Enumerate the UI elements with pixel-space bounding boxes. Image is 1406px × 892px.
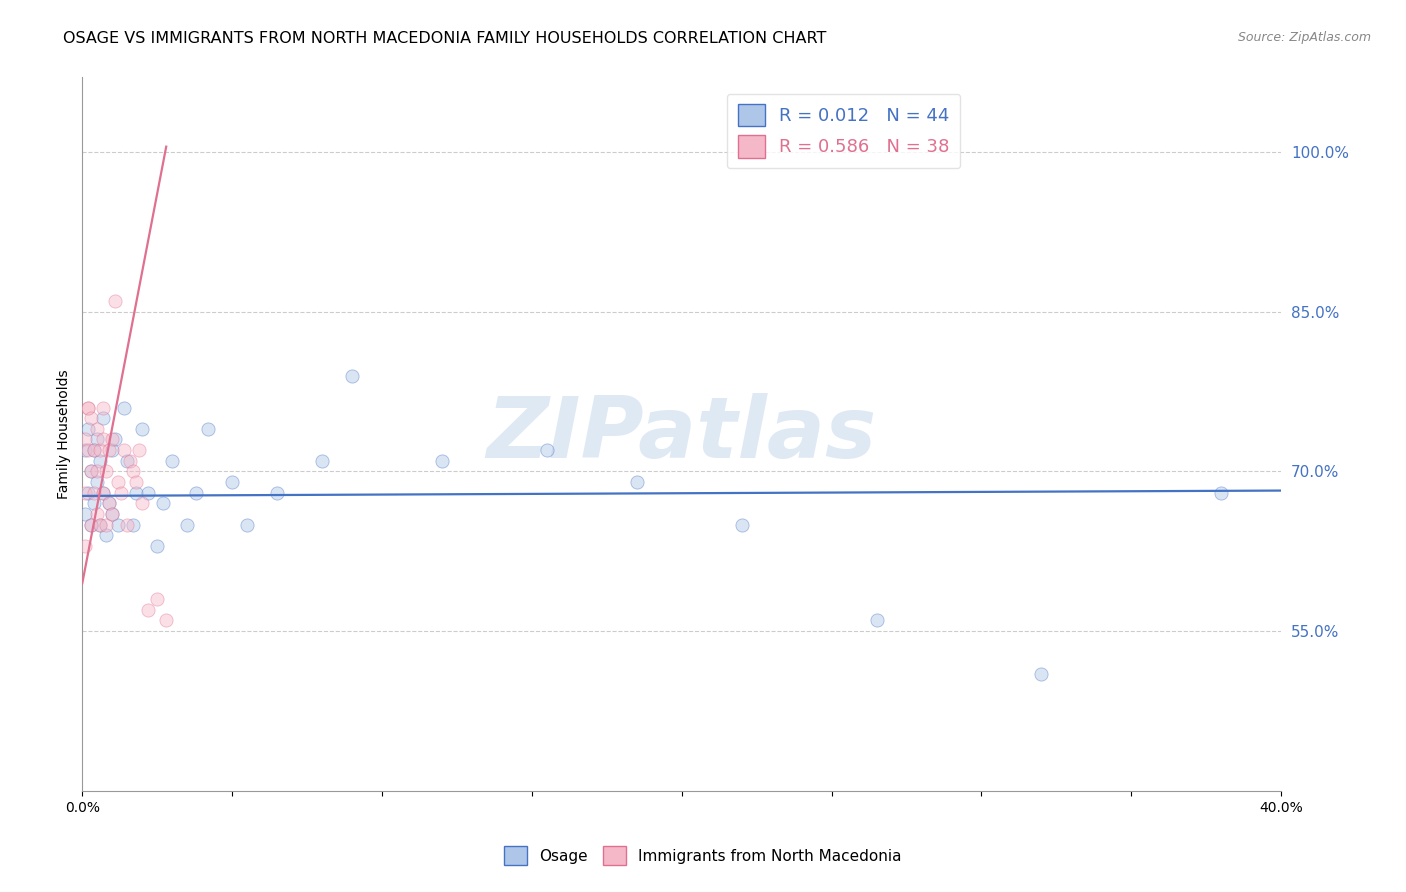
Point: [125, 475, 148, 489]
Point: [77, 485, 100, 500]
Point: [91, 433, 114, 447]
Point: [77, 443, 100, 458]
Point: [626, 475, 648, 489]
Point: [89, 517, 111, 532]
Point: [117, 517, 139, 532]
Point: [80, 411, 103, 425]
Point: [80, 464, 103, 478]
Point: [89, 517, 111, 532]
Text: Source: ZipAtlas.com: Source: ZipAtlas.com: [1237, 31, 1371, 45]
Point: [86, 422, 108, 436]
Point: [112, 443, 135, 458]
Point: [98, 496, 121, 510]
Point: [176, 517, 198, 532]
Point: [75, 433, 97, 447]
Point: [110, 485, 132, 500]
Point: [98, 443, 121, 458]
Point: [122, 464, 145, 478]
Point: [112, 401, 135, 415]
Point: [80, 517, 103, 532]
Point: [122, 517, 145, 532]
Point: [865, 614, 887, 628]
Point: [101, 507, 124, 521]
Point: [430, 454, 453, 468]
Point: [236, 517, 259, 532]
Point: [86, 433, 108, 447]
Point: [86, 475, 108, 489]
Text: OSAGE VS IMMIGRANTS FROM NORTH MACEDONIA FAMILY HOUSEHOLDS CORRELATION CHART: OSAGE VS IMMIGRANTS FROM NORTH MACEDONIA…: [63, 31, 827, 46]
Point: [155, 614, 177, 628]
Point: [83, 496, 105, 510]
Point: [536, 443, 558, 458]
Point: [96, 517, 118, 532]
Point: [117, 454, 139, 468]
Point: [86, 464, 108, 478]
Point: [152, 496, 174, 510]
Point: [83, 485, 105, 500]
Point: [75, 507, 97, 521]
Point: [160, 454, 183, 468]
Point: [1211, 485, 1233, 500]
Point: [104, 293, 127, 308]
Point: [101, 443, 124, 458]
Point: [125, 485, 148, 500]
Point: [730, 517, 752, 532]
Point: [77, 401, 100, 415]
Point: [136, 603, 159, 617]
Point: [96, 528, 118, 542]
Point: [131, 422, 153, 436]
Point: [89, 454, 111, 468]
Point: [91, 401, 114, 415]
Point: [186, 485, 208, 500]
Point: [89, 443, 111, 458]
Point: [104, 433, 127, 447]
Point: [83, 443, 105, 458]
Point: [1031, 666, 1053, 681]
Text: ZIPatlas: ZIPatlas: [486, 392, 877, 475]
Point: [311, 454, 333, 468]
Point: [101, 433, 124, 447]
Point: [75, 485, 97, 500]
Y-axis label: Family Households: Family Households: [58, 369, 72, 499]
Point: [120, 454, 142, 468]
Point: [96, 464, 118, 478]
Point: [86, 507, 108, 521]
Point: [98, 496, 121, 510]
Point: [107, 475, 129, 489]
Point: [101, 507, 124, 521]
Point: [197, 422, 219, 436]
Point: [75, 539, 97, 553]
Point: [146, 539, 169, 553]
Point: [136, 485, 159, 500]
Point: [77, 422, 100, 436]
Point: [221, 475, 243, 489]
Point: [266, 485, 288, 500]
Point: [128, 443, 150, 458]
Point: [80, 464, 103, 478]
Point: [91, 411, 114, 425]
Point: [77, 401, 100, 415]
Legend: R = 0.012   N = 44, R = 0.586   N = 38: R = 0.012 N = 44, R = 0.586 N = 38: [727, 94, 960, 169]
Point: [131, 496, 153, 510]
Point: [80, 517, 103, 532]
Legend: Osage, Immigrants from North Macedonia: Osage, Immigrants from North Macedonia: [498, 840, 908, 871]
Point: [83, 443, 105, 458]
Point: [91, 485, 114, 500]
Point: [146, 592, 169, 607]
Point: [75, 443, 97, 458]
Point: [107, 517, 129, 532]
Point: [340, 368, 363, 383]
Point: [91, 485, 114, 500]
